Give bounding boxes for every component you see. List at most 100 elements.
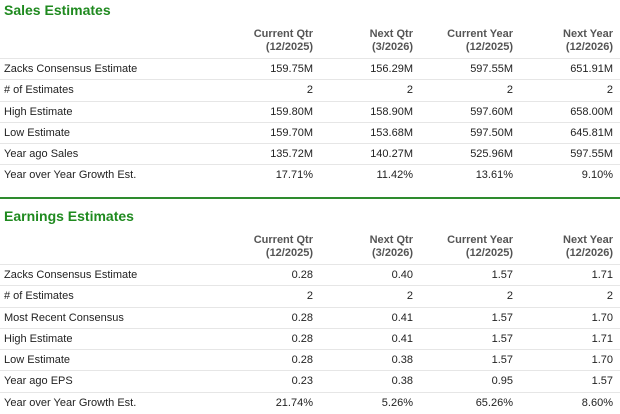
cell-value: 2 bbox=[506, 290, 513, 303]
column-label: Next Qtr bbox=[369, 28, 413, 40]
header-row: Current Qtr (12/2025) Next Qtr (3/2026) Curr… bbox=[0, 228, 620, 264]
row-pad bbox=[613, 329, 620, 349]
column-label: Current Qtr bbox=[253, 234, 313, 246]
row-label: Year over Year Growth Est. bbox=[4, 169, 137, 182]
column-header: Next Year (12/2026) bbox=[513, 22, 613, 58]
row-pad bbox=[613, 80, 620, 100]
cell-value: 158.90M bbox=[370, 105, 413, 118]
column-period: (12/2026) bbox=[565, 247, 613, 259]
row-label: # of Estimates bbox=[4, 290, 74, 303]
row-label: Zacks Consensus Estimate bbox=[4, 269, 138, 281]
cell-value: 2 bbox=[406, 84, 413, 97]
cell-value: 2 bbox=[606, 290, 613, 303]
cell-value: 1.71 bbox=[591, 332, 613, 345]
row-pad bbox=[613, 59, 620, 79]
cell-value: 156.29M bbox=[370, 63, 413, 75]
cell-value: 1.57 bbox=[491, 311, 513, 324]
cell-value: 159.80M bbox=[270, 105, 313, 118]
column-label: Current Year bbox=[447, 28, 513, 40]
cell-value: 0.28 bbox=[291, 269, 313, 281]
cell-value: 21.74% bbox=[275, 396, 313, 409]
row-pad bbox=[613, 102, 620, 122]
column-header: Current Year (12/2025) bbox=[413, 228, 513, 264]
row-pad bbox=[613, 286, 620, 306]
table-row: Year over Year Growth Est. 17.71% 11.42% 13… bbox=[0, 164, 620, 185]
column-header: Current Qtr (12/2025) bbox=[213, 228, 313, 264]
row-label: Low Estimate bbox=[4, 354, 71, 367]
row-pad bbox=[613, 265, 620, 285]
row-pad bbox=[613, 350, 620, 370]
cell-value: 17.71% bbox=[275, 169, 313, 182]
cell-value: 1.70 bbox=[591, 311, 613, 324]
table-row: Year over Year Growth Est. 21.74% 5.26% 65.… bbox=[0, 391, 620, 413]
column-header: Next Qtr (3/2026) bbox=[313, 22, 413, 58]
section-title: Sales Estimates bbox=[4, 2, 111, 18]
cell-value: 13.61% bbox=[475, 169, 513, 182]
row-pad bbox=[613, 144, 620, 164]
cell-value: 597.50M bbox=[470, 126, 513, 139]
row-pad bbox=[613, 123, 620, 143]
cell-value: 65.26% bbox=[475, 396, 513, 409]
cell-value: 1.57 bbox=[491, 354, 513, 367]
cell-value: 0.28 bbox=[291, 311, 313, 324]
cell-value: 0.41 bbox=[391, 311, 413, 324]
column-header: Next Qtr (3/2026) bbox=[313, 228, 413, 264]
cell-value: 1.57 bbox=[591, 375, 613, 388]
cell-value: 645.81M bbox=[570, 126, 613, 139]
cell-value: 8.60% bbox=[581, 396, 613, 409]
table-row: # of Estimates 2 2 2 2 bbox=[0, 79, 620, 100]
table-row: Zacks Consensus Estimate 159.75M 156.29M 59… bbox=[0, 58, 620, 79]
cell-value: 135.72M bbox=[270, 148, 313, 161]
section: Sales Estimates Current Qtr (12/2025) Next … bbox=[0, 0, 620, 199]
cell-value: 11.42% bbox=[376, 169, 414, 182]
table-row: Low Estimate 159.70M 153.68M 597.50M 645.81M bbox=[0, 121, 620, 143]
cell-value: 159.70M bbox=[270, 126, 313, 139]
cell-value: 1.57 bbox=[491, 332, 513, 345]
row-label: # of Estimates bbox=[4, 84, 74, 97]
cell-value: 2 bbox=[506, 84, 513, 97]
cell-value: 0.23 bbox=[291, 375, 313, 388]
cell-value: 525.96M bbox=[470, 148, 513, 161]
column-period: (12/2025) bbox=[465, 41, 513, 53]
row-label: Most Recent Consensus bbox=[4, 311, 124, 324]
table-row: Year ago Sales 135.72M 140.27M 525.96M 597.5… bbox=[0, 143, 620, 164]
cell-value: 140.27M bbox=[370, 148, 413, 161]
cell-value: 2 bbox=[606, 84, 613, 97]
column-label: Current Qtr bbox=[253, 28, 313, 40]
row-pad bbox=[613, 393, 620, 413]
table-row: # of Estimates 2 2 2 2 bbox=[0, 285, 620, 306]
table-row: High Estimate 0.28 0.41 1.57 1.71 bbox=[0, 327, 620, 349]
column-period: (12/2026) bbox=[565, 41, 613, 53]
column-header: Current Year (12/2025) bbox=[413, 22, 513, 58]
column-label: Next Year bbox=[563, 28, 613, 40]
cell-value: 597.60M bbox=[470, 105, 513, 118]
table-row: High Estimate 159.80M 158.90M 597.60M 658.00… bbox=[0, 100, 620, 122]
section: Earnings Estimates Current Qtr (12/2025) Ne… bbox=[0, 206, 620, 413]
row-pad bbox=[613, 165, 620, 185]
cell-value: 2 bbox=[306, 290, 313, 303]
column-period: (12/2025) bbox=[265, 41, 313, 53]
cell-value: 153.68M bbox=[370, 126, 413, 139]
section-title: Earnings Estimates bbox=[4, 208, 134, 224]
header-spacer bbox=[0, 22, 213, 58]
cell-value: 0.38 bbox=[391, 354, 413, 367]
row-label: Year ago EPS bbox=[4, 375, 73, 388]
row-label: Zacks Consensus Estimate bbox=[4, 63, 138, 75]
column-label: Current Year bbox=[447, 234, 513, 246]
cell-value: 0.95 bbox=[491, 375, 513, 388]
cell-value: 651.91M bbox=[570, 63, 613, 75]
cell-value: 159.75M bbox=[270, 63, 313, 75]
cell-value: 0.28 bbox=[291, 332, 313, 345]
cell-value: 9.10% bbox=[581, 169, 613, 182]
cell-value: 1.70 bbox=[591, 354, 613, 367]
column-header: Next Year (12/2026) bbox=[513, 228, 613, 264]
cell-value: 597.55M bbox=[570, 148, 613, 161]
cell-value: 0.38 bbox=[391, 375, 413, 388]
cell-value: 658.00M bbox=[570, 105, 613, 118]
cell-value: 597.55M bbox=[470, 63, 513, 75]
row-label: High Estimate bbox=[4, 105, 73, 118]
column-label: Next Year bbox=[563, 234, 613, 246]
cell-value: 2 bbox=[406, 290, 413, 303]
